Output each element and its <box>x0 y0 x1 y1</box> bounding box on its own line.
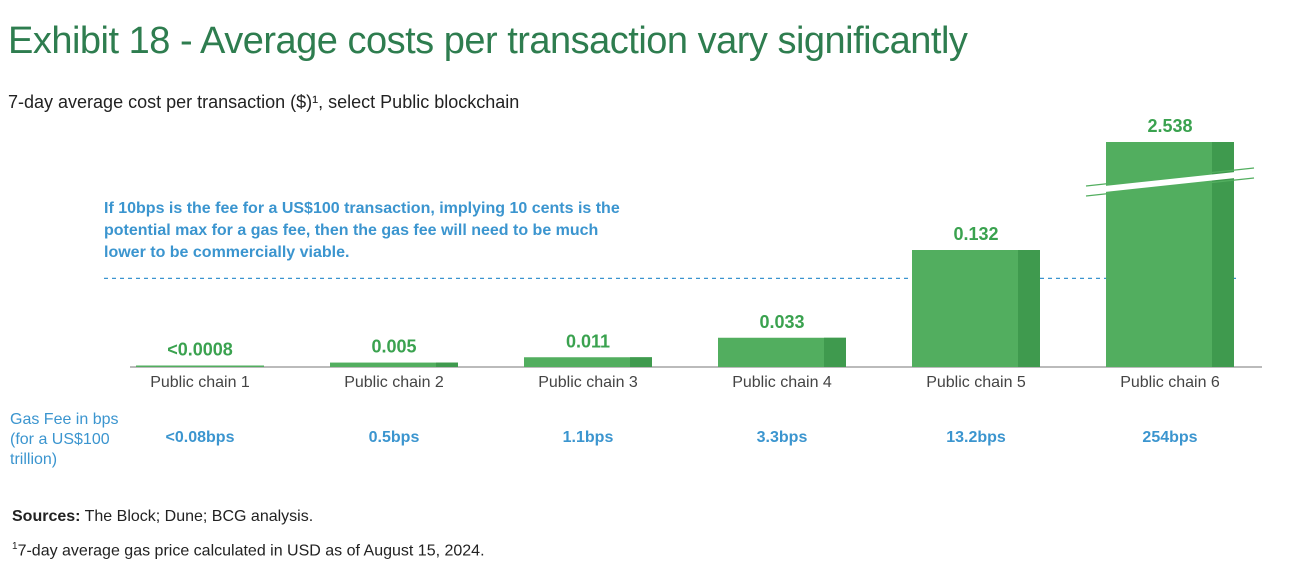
value-label: <0.0008 <box>167 340 233 360</box>
category-label: Public chain 2 <box>344 374 444 391</box>
chart-subtitle: 7-day average cost per transaction ($)¹,… <box>8 92 520 112</box>
reference-annotation: If 10bps is the fee for a US$100 transac… <box>104 200 620 261</box>
footnote-marker: 1 <box>12 541 18 552</box>
sources-note: Sources: The Block; Dune; BCG analysis. <box>12 508 313 526</box>
value-label: 0.033 <box>759 312 804 332</box>
category-label: Public chain 6 <box>1120 374 1220 391</box>
sources-label: Sources: <box>12 508 81 525</box>
gas-fee-row-label: Gas Fee in bps (for a US$100 trillion) <box>10 411 119 468</box>
page-title: Exhibit 18 - Average costs per transacti… <box>8 20 968 62</box>
category-label: Public chain 4 <box>732 374 832 391</box>
sources-text: The Block; Dune; BCG analysis. <box>80 508 314 525</box>
axis-break <box>1086 170 1254 194</box>
value-label: 0.011 <box>566 331 610 351</box>
gas-fee-label: 1.1bps <box>563 429 614 446</box>
footnote-text: 7-day average gas price calculated in US… <box>17 542 485 560</box>
gas-fee-label: 13.2bps <box>946 429 1006 446</box>
value-label: 2.538 <box>1147 116 1192 136</box>
category-label: Public chain 5 <box>926 374 1026 391</box>
gas-fee-label: <0.08bps <box>166 429 235 446</box>
bar-shade <box>630 357 652 367</box>
footnote: 17-day average gas price calculated in U… <box>12 541 485 560</box>
axis-break-line <box>1085 177 1255 197</box>
gas-fee-label: 0.5bps <box>369 429 420 446</box>
bar-shade <box>824 337 846 367</box>
bar-shade <box>1212 142 1234 367</box>
category-label: Public chain 1 <box>150 374 250 391</box>
value-label: 0.132 <box>953 224 998 244</box>
gas-fee-label: 254bps <box>1142 429 1197 446</box>
bar-chart: <0.0008 Public chain 1 <0.08bps 0.005 Public… <box>104 116 1262 446</box>
bar-shade <box>1018 250 1040 367</box>
gas-fee-label: 3.3bps <box>757 429 808 446</box>
bar <box>524 357 652 367</box>
bar <box>330 362 458 367</box>
category-label: Public chain 3 <box>538 374 638 391</box>
bar-shade <box>436 362 458 367</box>
bar <box>136 365 264 367</box>
axis-break-line <box>1085 167 1255 187</box>
value-label: 0.005 <box>371 337 416 357</box>
